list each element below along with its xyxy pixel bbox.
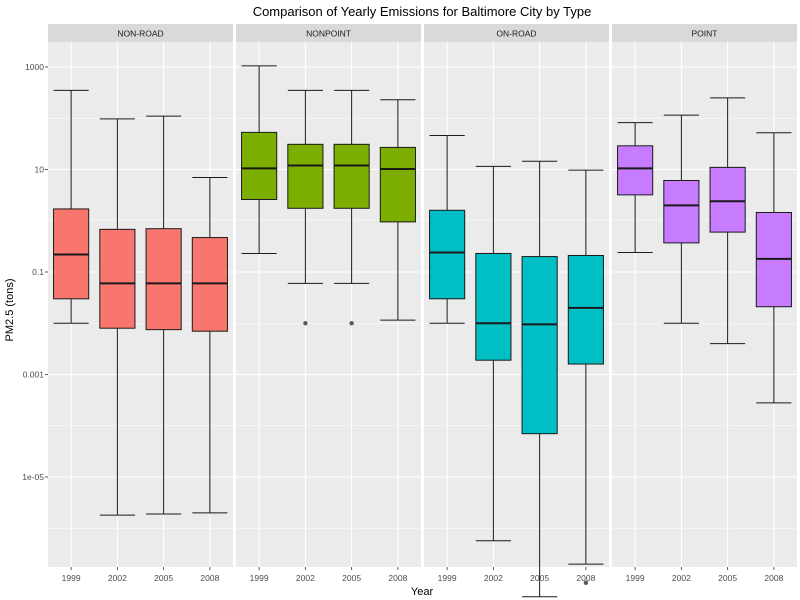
facet-strip bbox=[424, 24, 609, 42]
facet-strip-label: ON-ROAD bbox=[496, 29, 536, 39]
x-tick-label: 2008 bbox=[200, 573, 219, 583]
panel-background bbox=[236, 42, 421, 567]
box-iqr bbox=[663, 180, 700, 244]
box-non-road-2008 bbox=[191, 176, 228, 514]
box-nonpoint-1999 bbox=[241, 65, 278, 254]
facet-strip-label: NONPOINT bbox=[306, 29, 351, 39]
box-on-road-1999 bbox=[429, 135, 466, 324]
outlier-point bbox=[303, 321, 308, 326]
x-tick-label: 2005 bbox=[342, 573, 361, 583]
y-axis-title: PM2.5 (tons) bbox=[4, 279, 16, 342]
x-tick-label: 2005 bbox=[718, 573, 737, 583]
box-non-road-1999 bbox=[53, 89, 90, 324]
box-on-road-2008 bbox=[567, 169, 604, 586]
box-iqr bbox=[617, 145, 654, 196]
x-tick-label: 2002 bbox=[296, 573, 315, 583]
facet-panel: POINT 1999 2002 2005 2008 bbox=[612, 24, 797, 583]
box-on-road-2005 bbox=[521, 160, 558, 598]
x-tick-label: 2005 bbox=[154, 573, 173, 583]
x-tick-label: 2008 bbox=[764, 573, 783, 583]
box-iqr bbox=[475, 252, 512, 361]
y-tick-label: 0.1 bbox=[32, 267, 44, 277]
box-iqr bbox=[191, 237, 228, 332]
box-iqr bbox=[287, 143, 324, 209]
box-iqr bbox=[241, 131, 278, 200]
facet-strip-label: NON-ROAD bbox=[117, 29, 163, 39]
box-non-road-2005 bbox=[145, 115, 182, 515]
x-tick-label: 1999 bbox=[250, 573, 269, 583]
x-axis-title: Year bbox=[411, 586, 434, 598]
facet-strip bbox=[48, 24, 233, 42]
box-iqr bbox=[99, 228, 136, 329]
x-tick-label: 2002 bbox=[108, 573, 127, 583]
y-tick-label: 1e-05 bbox=[22, 472, 44, 482]
x-tick-label: 2005 bbox=[530, 573, 549, 583]
box-nonpoint-2005 bbox=[333, 89, 370, 326]
box-point-2002 bbox=[663, 114, 700, 324]
box-iqr bbox=[429, 209, 466, 300]
x-tick-label: 2008 bbox=[388, 573, 407, 583]
x-tick-label: 1999 bbox=[62, 573, 81, 583]
box-point-2008 bbox=[755, 132, 792, 404]
facet-strip-label: POINT bbox=[692, 29, 718, 39]
chart-title: Comparison of Yearly Emissions for Balti… bbox=[253, 4, 592, 19]
outlier-point bbox=[349, 321, 354, 326]
box-point-2005 bbox=[709, 97, 746, 345]
y-axis: 1e-05 0.001 0.1 10 1000 bbox=[22, 62, 48, 482]
box-iqr bbox=[145, 228, 182, 331]
x-tick-label: 2002 bbox=[672, 573, 691, 583]
outlier-point bbox=[583, 580, 589, 586]
x-tick-label: 2002 bbox=[484, 573, 503, 583]
facet-panel: NONPOINT 1999 2002 2005 2008 bbox=[236, 24, 421, 583]
box-iqr bbox=[521, 256, 558, 435]
x-tick-label: 1999 bbox=[438, 573, 457, 583]
y-tick-label: 0.001 bbox=[23, 370, 45, 380]
facet-strip bbox=[612, 24, 797, 42]
x-tick-label: 2008 bbox=[576, 573, 595, 583]
y-tick-label: 10 bbox=[35, 165, 45, 175]
facet-strip bbox=[236, 24, 421, 42]
box-iqr bbox=[379, 146, 416, 223]
box-on-road-2002 bbox=[475, 165, 512, 542]
facet-panels: NON-ROAD 1999 2002 2005 2008 NONPOINT 1999 2002… bbox=[48, 24, 797, 598]
box-nonpoint-2008 bbox=[379, 99, 416, 321]
y-tick-label: 1000 bbox=[25, 62, 44, 72]
facet-panel: ON-ROAD 1999 2002 2005 2008 bbox=[424, 24, 609, 598]
box-point-1999 bbox=[617, 122, 654, 254]
box-iqr bbox=[333, 143, 370, 209]
facet-panel: NON-ROAD 1999 2002 2005 2008 bbox=[48, 24, 233, 583]
box-nonpoint-2002 bbox=[287, 89, 324, 326]
box-iqr bbox=[567, 254, 604, 365]
box-non-road-2002 bbox=[99, 118, 136, 516]
x-tick-label: 1999 bbox=[626, 573, 645, 583]
box-iqr bbox=[709, 166, 746, 233]
